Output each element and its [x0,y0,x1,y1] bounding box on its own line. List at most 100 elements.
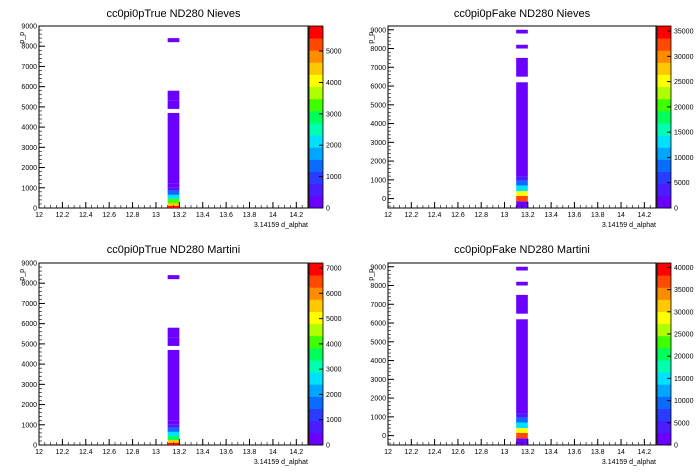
color-scale-band [657,360,671,373]
x-tick-label: 12.4 [428,212,442,219]
panel-title: cc0pi0pTrue ND280 Nieves [106,8,241,20]
x-axis-label: 3.14159 d_alphat [602,459,656,466]
y-tick-label: 6000 [370,321,386,328]
y-tick-label: 8000 [370,46,386,53]
histogram-cell [516,266,528,271]
histogram-cell [516,422,528,429]
z-tick-label: 2000 [326,143,342,150]
x-tick-label: 12.8 [474,449,488,456]
y-tick-label: 2000 [370,159,386,166]
z-tick-label: 20000 [674,354,694,361]
z-tick-label: 0 [674,206,678,213]
color-scale-band [657,335,671,349]
histogram-cell [167,194,180,199]
x-axis-label: 3.14159 d_alphat [254,459,308,466]
histogram-cell [167,202,180,206]
x-tick-label: 14 [617,449,625,456]
x-tick-label: 12.4 [79,212,93,219]
z-tick-label: 25000 [674,332,694,339]
color-scale-band [309,384,323,397]
histogram-cell [167,349,180,421]
histogram-cell [516,57,528,77]
histogram-panel: cc0pi0pFake ND280 Nieves 12 12.2 12.4 12.6 12… [368,8,694,229]
color-scale-band [657,347,671,361]
y-tick-label: 0 [382,433,386,440]
y-tick-label: 9000 [21,24,37,31]
x-tick-label: 13.2 [173,212,187,219]
color-scale-band [309,110,323,124]
x-tick-label: 13.6 [219,449,233,456]
color-scale-band [657,26,671,39]
y-axis-label: p_p [368,269,375,281]
color-scale-band [657,275,671,288]
x-tick-label: 14.2 [638,449,652,456]
x-tick-label: 12.6 [451,449,465,456]
histogram-cell [167,435,180,440]
histogram-cell [516,44,528,49]
histogram-cell [516,195,528,202]
y-tick-label: 7000 [21,301,37,308]
color-scale-band [309,74,323,88]
histogram-cell [516,82,528,177]
y-tick-label: 8000 [370,283,386,290]
y-tick-label: 4000 [21,125,37,132]
histogram-cell [167,420,180,425]
y-tick-label: 5000 [370,102,386,109]
x-tick-label: 12.4 [428,449,442,456]
y-tick-label: 5000 [21,341,37,348]
y-tick-label: 6000 [21,321,37,328]
y-tick-label: 7000 [370,65,386,72]
color-scale-band [657,62,671,75]
z-tick-label: 6000 [326,291,342,298]
color-scale-band [657,420,671,434]
z-tick-label: 2000 [326,392,342,399]
color-scale-band [309,299,323,312]
x-tick-label: 13.8 [591,449,605,456]
x-axis-label: 3.14159 d_alphat [254,222,308,229]
x-tick-label: 12 [384,212,392,219]
color-scale-band [309,323,323,337]
color-scale-band [657,372,671,385]
histogram-cell [516,180,528,186]
color-scale-band [657,86,671,100]
y-tick-label: 9000 [370,264,386,271]
color-scale-band [657,74,671,88]
y-tick-label: 3000 [21,145,37,152]
z-tick-label: 35000 [674,287,694,294]
x-tick-label: 13 [152,449,160,456]
color-scale-frame [656,262,672,446]
z-tick-label: 25000 [674,79,694,86]
color-scale-band [657,50,671,63]
x-tick-label: 13.8 [591,212,605,219]
x-tick-label: 13.4 [544,212,558,219]
color-scale-band [309,123,323,136]
histogram-cell [516,413,528,418]
color-scale-frame [656,25,672,209]
color-scale-band [309,147,323,160]
color-scale-band [309,275,323,288]
y-tick-label: 9000 [370,27,386,34]
z-tick-label: 3000 [326,367,342,374]
histogram-cell [167,90,180,101]
color-scale-band [309,98,323,112]
color-scale-band [309,86,323,100]
histogram-cell [516,319,528,414]
histogram-cell [167,327,180,338]
color-scale-band [657,183,671,197]
x-tick-label: 12.6 [102,449,116,456]
x-tick-label: 13.4 [196,212,210,219]
color-scale-band [657,147,671,160]
x-tick-label: 13.8 [243,449,257,456]
color-scale-band [309,171,323,185]
y-tick-label: 1000 [21,185,37,192]
x-tick-label: 13.2 [521,449,535,456]
y-tick-label: 8000 [21,281,37,288]
z-tick-label: 5000 [326,316,342,323]
z-tick-label: 20000 [674,104,694,111]
color-scale-band [657,195,671,209]
z-tick-label: 0 [326,443,330,450]
y-tick-label: 9000 [21,261,37,268]
x-tick-label: 13.6 [568,212,582,219]
histogram-cell [167,38,180,43]
